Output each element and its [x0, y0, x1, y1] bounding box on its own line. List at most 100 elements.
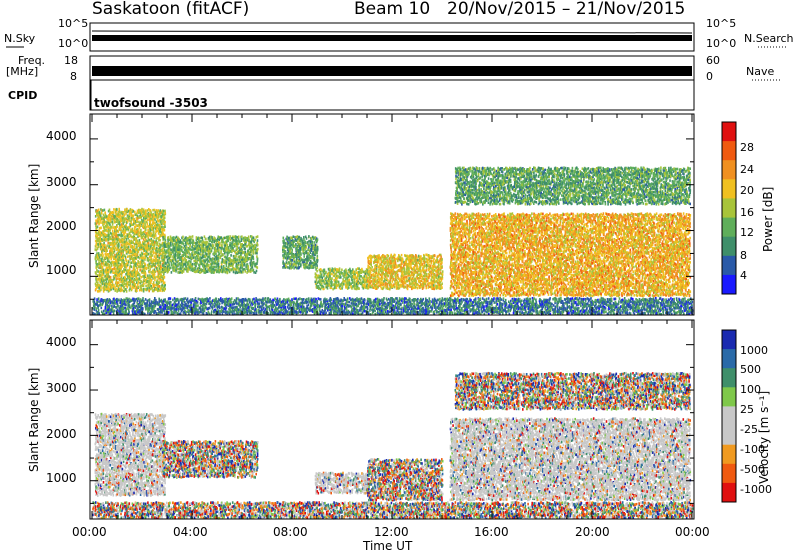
scatter-cell [154, 218, 156, 221]
scatter-cell [129, 232, 131, 235]
scatter-cell [143, 288, 145, 291]
scatter-cell [122, 265, 124, 268]
scatter-cell [122, 234, 124, 237]
scatter-cell [97, 226, 99, 229]
scatter-cell [96, 269, 98, 272]
scatter-cell [149, 228, 151, 231]
scatter-cell [114, 240, 116, 243]
scatter-cell [110, 220, 112, 223]
scatter-cell [124, 283, 126, 286]
scatter-cell [104, 211, 106, 214]
scatter-cell [113, 233, 115, 236]
scatter-cell [104, 244, 106, 247]
scatter-cell [127, 286, 129, 289]
scatter-cell [139, 263, 141, 266]
scatter-cell [151, 250, 153, 253]
scatter-cell [98, 209, 100, 212]
scatter-cell [150, 285, 152, 288]
scatter-cell [130, 225, 132, 228]
scatter-cell [153, 214, 155, 217]
scatter-cell [115, 289, 117, 292]
scatter-cell [147, 219, 149, 222]
scatter-cell [148, 280, 150, 283]
scatter-cell [124, 213, 126, 216]
scatter-cell [150, 275, 152, 278]
scatter-cell [108, 273, 110, 276]
scatter-cell [134, 269, 136, 272]
scatter-cell [149, 263, 151, 266]
scatter-cell [109, 282, 111, 285]
scatter-cell [133, 218, 135, 221]
scatter-cell [145, 228, 147, 231]
scatter-cell [128, 246, 130, 249]
scatter-cell [156, 237, 158, 240]
scatter-cell [98, 258, 100, 261]
scatter-cell [124, 241, 126, 244]
scatter-cell [102, 283, 104, 286]
scatter-cell [98, 254, 100, 257]
scatter-cell [111, 286, 113, 289]
scatter-cell [108, 245, 110, 248]
scatter-cell [147, 232, 149, 235]
scatter-cell [100, 285, 102, 288]
scatter-cell [140, 276, 142, 279]
scatter-cell [122, 241, 124, 244]
scatter-cell [142, 253, 144, 256]
power-scatter-layer [92, 166, 693, 315]
scatter-cell [139, 239, 141, 242]
scatter-cell [109, 209, 111, 212]
scatter-cell [98, 246, 100, 249]
scatter-cell [140, 229, 142, 232]
scatter-cell [137, 286, 139, 289]
scatter-cell [148, 244, 150, 247]
scatter-cell [150, 245, 152, 248]
scatter-cell [119, 214, 121, 217]
scatter-cell [149, 271, 151, 274]
scatter-cell [137, 228, 139, 231]
scatter-cell [145, 238, 147, 241]
scatter-cell [116, 208, 118, 211]
scatter-cell [106, 283, 108, 286]
scatter-cell [153, 230, 155, 233]
scatter-cell [122, 257, 124, 260]
scatter-cell [100, 254, 102, 257]
scatter-cell [109, 224, 111, 227]
scatter-cell [138, 256, 140, 259]
scatter-cell [146, 267, 148, 270]
scatter-cell [139, 277, 141, 280]
scatter-cell [104, 209, 106, 212]
scatter-cell [138, 251, 140, 254]
scatter-cell [131, 219, 133, 222]
scatter-cell [134, 211, 136, 214]
scatter-cell [157, 267, 159, 270]
scatter-cell [155, 234, 157, 237]
scatter-cell [131, 254, 133, 257]
scatter-cell [129, 287, 131, 290]
scatter-cell [123, 286, 125, 289]
scatter-cell [128, 236, 130, 239]
scatter-cell [118, 208, 120, 211]
scatter-cell [102, 254, 104, 257]
scatter-cell [146, 226, 148, 229]
scatter-cell [148, 284, 150, 287]
scatter-cell [126, 238, 128, 241]
scatter-cell [124, 249, 126, 252]
scatter-cell [141, 284, 143, 287]
scatter-cell [148, 253, 150, 256]
scatter-cell [152, 222, 154, 225]
scatter-cell [96, 287, 98, 290]
scatter-cell [140, 241, 142, 244]
scatter-cell [137, 215, 139, 218]
scatter-cell [107, 242, 109, 245]
scatter-cell [153, 276, 155, 279]
scatter-cell [145, 209, 147, 212]
scatter-cell [95, 271, 97, 274]
scatter-cell [104, 288, 106, 291]
scatter-cell [139, 273, 141, 276]
scatter-cell [157, 224, 159, 227]
scatter-cell [102, 252, 104, 255]
scatter-cell [138, 261, 140, 264]
scatter-cell [110, 217, 112, 220]
scatter-cell [112, 283, 114, 286]
scatter-cell [107, 226, 109, 229]
